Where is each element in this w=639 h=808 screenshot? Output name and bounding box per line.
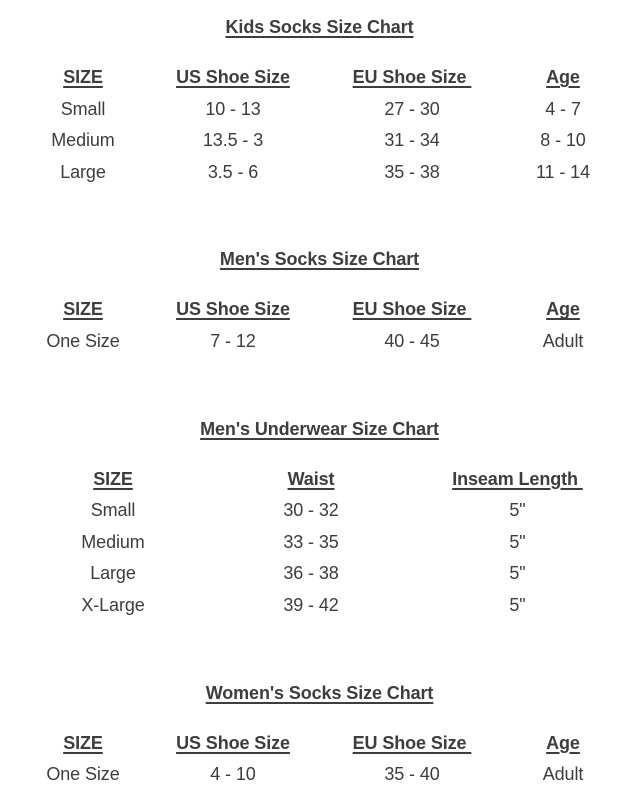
- table-cell: Medium: [81, 531, 145, 552]
- table-cell: 7 - 12: [210, 330, 256, 351]
- table-cell: Large: [90, 563, 136, 584]
- table-row: Small 30 - 32 5": [0, 495, 639, 527]
- table-cell: 5": [509, 500, 526, 521]
- table-cell: 33 - 35: [283, 531, 339, 552]
- table-cell: 27 - 30: [384, 98, 440, 119]
- chart-title: Women's Socks Size Chart: [205, 682, 434, 703]
- table-cell: 10 - 13: [205, 98, 261, 119]
- table-cell: 35 - 40: [384, 764, 440, 785]
- size-charts-page: Kids Socks Size Chart SIZE US Shoe Size EU…: [0, 14, 639, 791]
- size-chart-table: SIZE Waist Inseam Length Small 30 - 32 5" Med…: [0, 464, 639, 622]
- table-cell: 5": [509, 563, 526, 584]
- table-cell: Large: [60, 161, 106, 182]
- size-chart-section: Men's Underwear Size Chart SIZE Waist Inse…: [0, 416, 639, 622]
- table-cell: 31 - 34: [384, 130, 440, 151]
- column-header: EU Shoe Size: [352, 732, 472, 753]
- table-cell: Small: [90, 500, 136, 521]
- column-header: EU Shoe Size: [352, 67, 472, 87]
- table-cell: 11 - 14: [535, 161, 590, 182]
- column-header: SIZE: [63, 67, 103, 87]
- table-row: Medium 13.5 - 3 31 - 34 8 - 10: [0, 125, 602, 157]
- table-cell: Adult: [542, 764, 584, 785]
- size-chart-table: SIZE US Shoe Size EU Shoe Size Age One Siz…: [0, 294, 602, 357]
- table-row: X-Large 39 - 42 5": [0, 590, 639, 622]
- table-row: Large 36 - 38 5": [0, 558, 639, 590]
- size-chart-section: Women's Socks Size Chart SIZE US Shoe Siz…: [0, 680, 639, 791]
- table-cell: Adult: [542, 330, 584, 351]
- table-row: Small 10 - 13 27 - 30 4 - 7: [0, 94, 602, 126]
- column-header: Age: [546, 299, 580, 320]
- chart-title: Men's Underwear Size Chart: [200, 418, 439, 439]
- table-cell: 3.5 - 6: [207, 161, 259, 182]
- column-header: EU Shoe Size: [352, 299, 472, 320]
- table-cell: 8 - 10: [540, 130, 586, 151]
- table-cell: 35 - 38: [384, 161, 440, 182]
- column-header: US Shoe Size: [176, 732, 290, 753]
- column-header: SIZE: [63, 299, 103, 320]
- table-cell: One Size: [46, 764, 120, 785]
- chart-title: Kids Socks Size Chart: [225, 17, 414, 37]
- column-header: US Shoe Size: [176, 67, 290, 87]
- table-cell: 4 - 10: [210, 764, 256, 785]
- table-cell: Medium: [51, 130, 115, 151]
- table-cell: 13.5 - 3: [202, 130, 264, 151]
- header-row: SIZE Waist Inseam Length: [0, 464, 639, 496]
- column-header: US Shoe Size: [176, 299, 290, 320]
- table-cell: 4 - 7: [545, 98, 581, 119]
- table-cell: Small: [60, 98, 106, 119]
- table-cell: X-Large: [81, 594, 145, 615]
- header-row: SIZE US Shoe Size EU Shoe Size Age: [0, 62, 602, 94]
- table-row: Medium 33 - 35 5": [0, 527, 639, 559]
- column-header: SIZE: [63, 732, 103, 753]
- size-chart-section: Men's Socks Size Chart SIZE US Shoe Size E…: [0, 246, 639, 357]
- column-header: Age: [546, 67, 580, 87]
- column-header: SIZE: [93, 468, 133, 489]
- table-cell: 5": [509, 594, 526, 615]
- table-cell: 36 - 38: [283, 563, 339, 584]
- size-chart-section: Kids Socks Size Chart SIZE US Shoe Size EU…: [0, 14, 639, 188]
- chart-title: Men's Socks Size Chart: [219, 249, 420, 270]
- size-chart-table: SIZE US Shoe Size EU Shoe Size Age Small 10…: [0, 62, 602, 188]
- table-row: One Size 7 - 12 40 - 45 Adult: [0, 326, 602, 358]
- table-cell: 5": [509, 531, 526, 552]
- header-row: SIZE US Shoe Size EU Shoe Size Age: [0, 728, 602, 760]
- column-header: Age: [546, 732, 580, 753]
- table-cell: 30 - 32: [283, 500, 339, 521]
- header-row: SIZE US Shoe Size EU Shoe Size Age: [0, 294, 602, 326]
- column-header: Inseam Length: [452, 468, 583, 489]
- table-row: One Size 4 - 10 35 - 40 Adult: [0, 759, 602, 791]
- table-row: Large 3.5 - 6 35 - 38 11 - 14: [0, 157, 602, 189]
- column-header: Waist: [287, 468, 335, 489]
- table-cell: 40 - 45: [384, 330, 440, 351]
- size-chart-table: SIZE US Shoe Size EU Shoe Size Age One Siz…: [0, 728, 602, 791]
- table-cell: 39 - 42: [283, 594, 339, 615]
- table-cell: One Size: [46, 330, 120, 351]
